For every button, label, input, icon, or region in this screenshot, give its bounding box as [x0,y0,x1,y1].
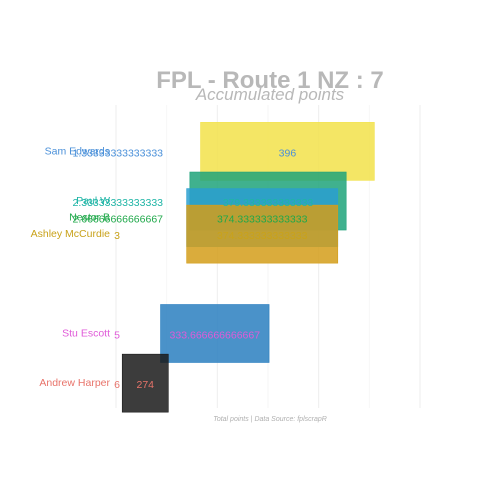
bar [121,353,169,413]
rank-label: 2.33333333333333 [72,197,163,209]
value-label: 396 [279,147,297,159]
value-labels: 396 379.333333333333 374.333333333333 374.3… [137,147,314,391]
value-label: 333.666666666667 [170,329,261,341]
value-label: 274 [137,379,155,391]
series-name-label: Nestor B [69,212,110,224]
chart-caption: Total points | Data Source: fplscrapR [213,416,327,423]
rank-label: 5 [114,329,120,341]
series-name-label: Paul W [76,195,110,207]
series-name-label: Ashley McCurdie [31,228,111,240]
bars [121,122,375,413]
series-name-label: Stu Escott [62,327,110,339]
rank-labels: 1.33333333333333 2.33333333333333 2.666666… [72,147,163,391]
rank-label: 1.33333333333333 [72,147,163,159]
bar [186,204,339,264]
chart-subtitle: Accumulated points [195,85,345,104]
value-label: 374.333333333333 [217,214,308,226]
bar [160,304,270,363]
rank-label: 2.66666666666667 [72,214,163,226]
series-name-label: Sam Edwards [45,145,110,157]
value-label: 379.333333333333 [223,197,314,209]
series-name-labels: Sam Edwards Paul W Nestor B Ashley McCurdie… [31,145,111,389]
chart-title: FPL - Route 1 NZ : 7 [156,67,384,94]
rank-label: 3 [114,230,120,242]
rank-label: 6 [114,379,120,391]
value-label: 374.333333333333 [217,230,308,242]
series-name-label: Andrew Harper [39,377,110,389]
